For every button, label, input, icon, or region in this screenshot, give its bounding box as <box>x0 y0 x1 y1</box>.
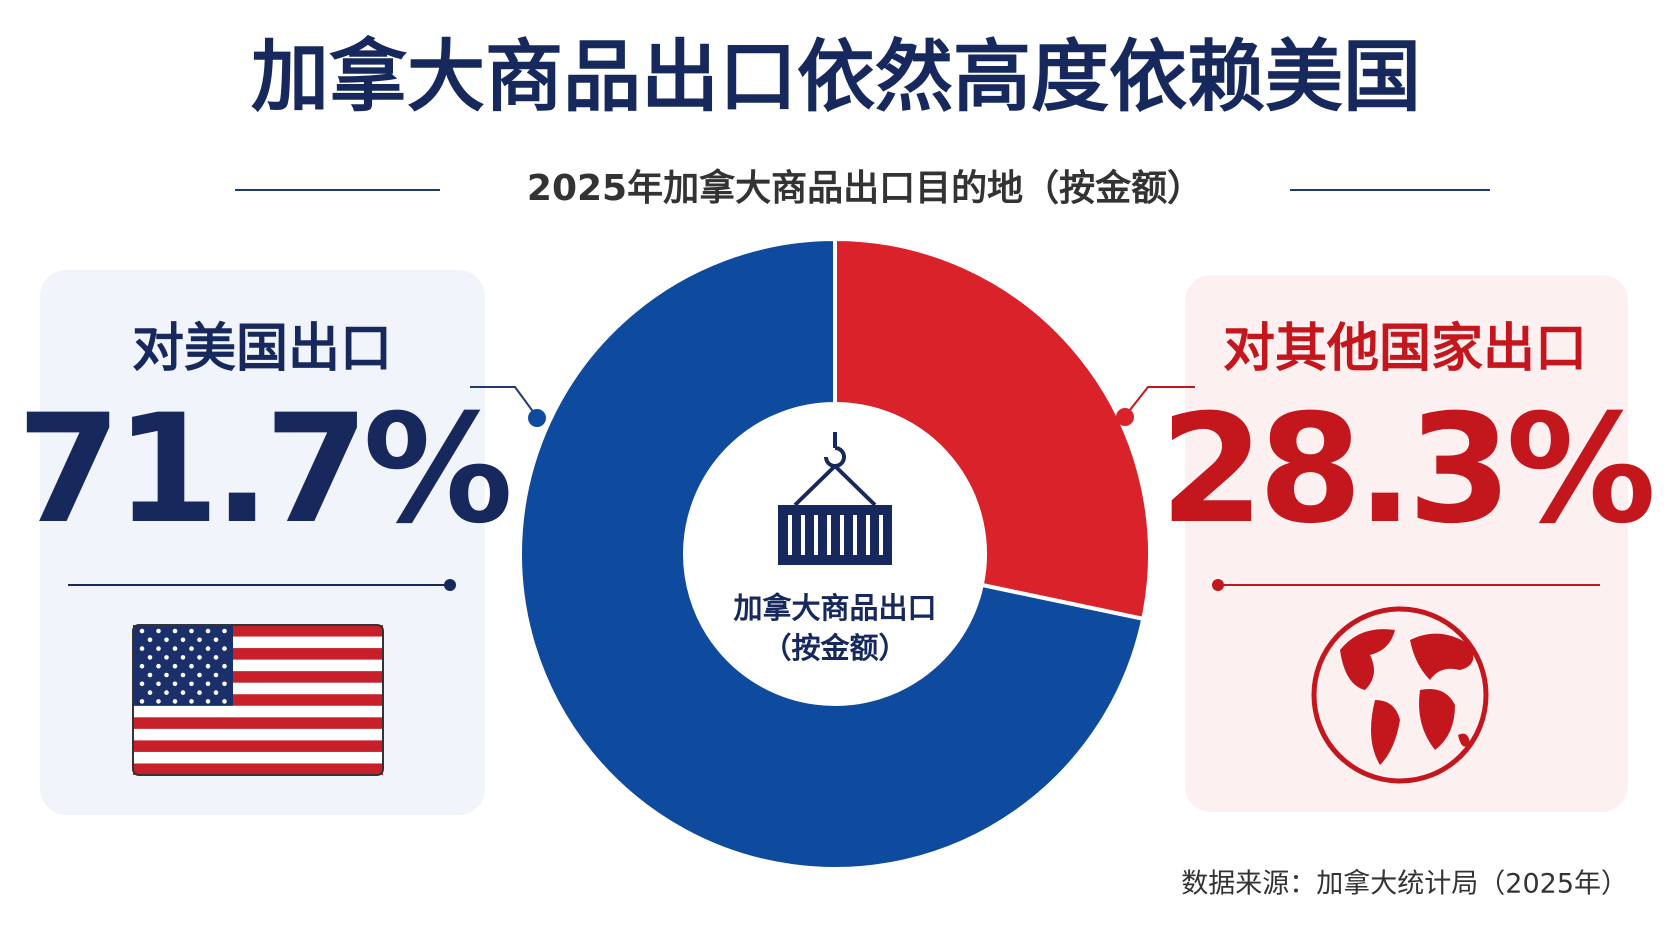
flag-star <box>222 699 227 704</box>
flag-star <box>147 637 153 643</box>
category-label: 对美国出口 <box>132 319 392 379</box>
flag-star <box>164 672 169 678</box>
chart-subtitle: 2025年加拿大商品出口目的地（按金额） <box>527 167 1203 209</box>
flag-star <box>164 690 169 695</box>
flag-star <box>172 699 178 704</box>
flag-star <box>180 637 186 643</box>
connector-dot <box>528 409 546 427</box>
flag-star <box>205 699 211 704</box>
flag-star <box>189 646 194 651</box>
flag-stripe <box>133 625 383 637</box>
flag-star <box>172 663 178 669</box>
flag-star <box>156 681 161 687</box>
flag-star <box>197 637 202 643</box>
flag-star <box>213 690 219 695</box>
rule-dot <box>1212 579 1224 591</box>
flag-star <box>147 655 153 660</box>
chart-title: 加拿大商品出口依然高度依赖美国 <box>251 32 1421 122</box>
flag-star <box>205 663 211 669</box>
flag-star <box>156 663 161 669</box>
flag-star <box>156 646 161 651</box>
flag-stripe <box>133 740 383 752</box>
flag-stripe <box>133 648 383 660</box>
flag-star <box>156 628 161 634</box>
flag-star <box>172 628 178 634</box>
flag-star <box>147 672 153 678</box>
center-label: （按金额） <box>762 631 907 665</box>
flag-stripe <box>133 763 383 775</box>
center-label: 加拿大商品出口 <box>733 591 936 625</box>
flag-star <box>172 681 178 687</box>
flag-star <box>172 646 178 651</box>
flag-border <box>132 624 384 776</box>
flag-star <box>164 637 169 643</box>
flag-star <box>222 681 227 687</box>
flag-star <box>197 672 202 678</box>
flag-star <box>180 690 186 695</box>
flag-star <box>213 637 219 643</box>
connector-dot <box>1116 408 1134 426</box>
flag-star <box>139 646 145 651</box>
flag-star <box>222 663 227 669</box>
flag-star <box>189 663 194 669</box>
flag-star <box>147 690 153 695</box>
flag-stripe <box>133 717 383 729</box>
connector <box>470 386 538 418</box>
flag-star <box>205 628 211 634</box>
connector <box>1125 386 1195 416</box>
value-label: 28.3% <box>1160 383 1652 557</box>
flag-star <box>205 681 211 687</box>
flag-star <box>213 672 219 678</box>
flag-star <box>213 655 219 660</box>
flag-star <box>189 699 194 704</box>
flag-star <box>139 628 145 634</box>
flag-star <box>164 655 169 660</box>
flag-star <box>156 699 161 704</box>
flag-star <box>139 663 145 669</box>
donut <box>518 236 1152 871</box>
rule-dot <box>444 579 456 591</box>
category-label: 对其他国家出口 <box>1223 319 1587 379</box>
flag-star <box>189 628 194 634</box>
other-card <box>1185 275 1628 812</box>
flag-stripe <box>133 671 383 683</box>
flag-star <box>197 655 202 660</box>
flag-star <box>180 672 186 678</box>
flag-stripe <box>133 694 383 706</box>
container-icon <box>778 432 892 565</box>
flag-star <box>197 690 202 695</box>
globe-icon <box>1311 606 1489 784</box>
flag-star <box>139 699 145 704</box>
us-flag <box>132 624 384 776</box>
flag-star <box>189 681 194 687</box>
source-note: 数据来源：加拿大统计局（2025年） <box>1181 869 1628 900</box>
donut-slice <box>518 236 1146 871</box>
value-label: 71.7% <box>17 383 509 557</box>
flag-star <box>222 628 227 634</box>
flag-star <box>205 646 211 651</box>
flag-star <box>139 681 145 687</box>
flag-star <box>222 646 227 651</box>
flag-star <box>180 655 186 660</box>
donut-slice <box>833 236 1152 622</box>
